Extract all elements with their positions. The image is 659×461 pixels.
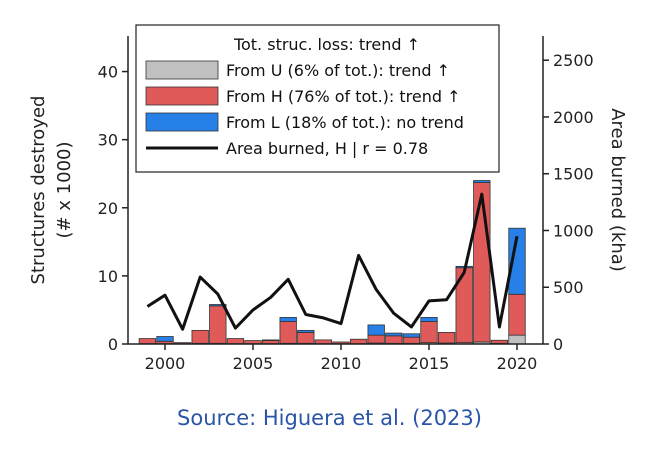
legend-entry-2: From L (18% of tot.): no trend <box>226 113 464 132</box>
legend-swatch-2 <box>145 112 219 132</box>
bar-h-2002 <box>191 329 209 344</box>
bar-h-2020 <box>508 293 526 336</box>
left-tick-label-30: 30 <box>98 131 118 150</box>
bar-h-2003 <box>209 305 227 344</box>
bar-l-2012 <box>367 324 385 336</box>
bar-h-2009 <box>314 339 333 345</box>
bar-u-2020 <box>508 334 526 345</box>
right-tick-label-500: 500 <box>553 278 584 297</box>
y-axis-label-right: Area burned (kha) <box>607 108 628 272</box>
left-tick-label-10: 10 <box>98 267 118 286</box>
right-tick-label-0: 0 <box>553 335 563 354</box>
bar-l-2018 <box>473 180 491 183</box>
bar-l-2007 <box>279 317 297 322</box>
left-tick-label-20: 20 <box>98 199 118 218</box>
axes-layer: 0 10 20 30 40 0 500 1000 1500 2000 2500 2000 2005 201… <box>28 36 628 373</box>
bar-h-2012 <box>367 334 385 344</box>
bar-l-2006 <box>261 339 280 341</box>
right-tick-label-2500: 2500 <box>553 51 594 70</box>
y-axis-label-left: Structures destroyed <box>28 96 49 285</box>
legend-entry-line: Area burned, H | r = 0.78 <box>226 139 428 158</box>
bar-h-2014 <box>402 336 421 344</box>
bar-h-1999 <box>138 338 157 345</box>
area-burned-line <box>146 192 519 331</box>
left-tick-label-0: 0 <box>108 335 118 354</box>
left-tick-label-40: 40 <box>98 63 118 82</box>
bar-l-2013 <box>385 332 403 337</box>
source-caption: Source: Higuera et al. (2023) <box>177 406 482 430</box>
right-tick-label-1500: 1500 <box>553 165 594 184</box>
bar-l-2020 <box>508 227 526 295</box>
bar-h-2006 <box>261 340 280 345</box>
line-layer <box>146 192 519 331</box>
bar-h-2008 <box>297 332 315 344</box>
bar-h-2016 <box>437 332 456 344</box>
bar-h-2015 <box>420 321 438 344</box>
x-tick-label-2000: 2000 <box>145 354 186 373</box>
legend: Tot. struc. loss: trend ↑ From U (6% of t… <box>135 24 500 173</box>
legend-swatch-1 <box>145 86 219 106</box>
legend-title: Tot. struc. loss: trend ↑ <box>233 35 420 54</box>
x-tick-label-2010: 2010 <box>321 354 362 373</box>
bar-h-2013 <box>385 335 403 344</box>
bar-l-2003 <box>209 304 227 307</box>
bar-l-2000 <box>156 336 174 342</box>
right-tick-label-2000: 2000 <box>553 108 594 127</box>
bar-h-2011 <box>349 338 368 345</box>
bar-h-2019 <box>490 339 509 344</box>
bar-h-2018 <box>473 182 491 343</box>
chart: 0 10 20 30 40 0 500 1000 1500 2000 2500 2000 2005 201… <box>28 24 628 373</box>
legend-swatch-0 <box>145 60 219 80</box>
y-axis-label-left-units: (# x 1000) <box>54 141 75 238</box>
bar-l-2008 <box>297 329 315 333</box>
x-tick-label-2015: 2015 <box>409 354 450 373</box>
bar-h-2005 <box>244 340 262 345</box>
legend-entry-1: From H (76% of tot.): trend ↑ <box>226 87 461 106</box>
bar-l-2015 <box>420 317 438 322</box>
x-tick-label-2020: 2020 <box>497 354 538 373</box>
legend-entry-0: From U (6% of tot.): trend ↑ <box>226 61 450 80</box>
x-tick-label-2005: 2005 <box>233 354 274 373</box>
bar-h-2004 <box>226 338 245 345</box>
bar-l-2014 <box>402 333 421 338</box>
bar-h-2007 <box>279 321 297 344</box>
right-tick-label-1000: 1000 <box>553 221 594 240</box>
